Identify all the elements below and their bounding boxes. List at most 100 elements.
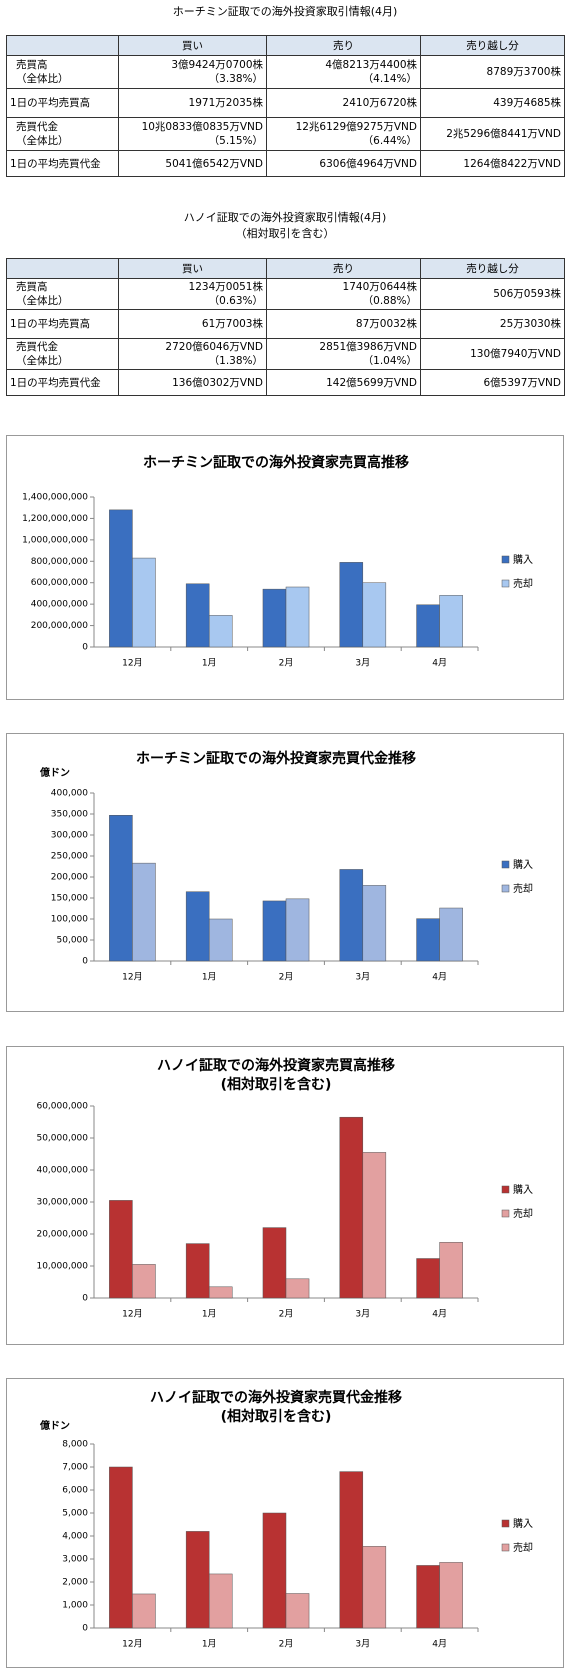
cell-line: 3億9424万0700株 (171, 59, 263, 71)
legend-swatch (501, 1185, 510, 1194)
bar (439, 595, 463, 648)
legend-label: 購入 (513, 553, 533, 566)
cell-line: （0.63%） (208, 295, 263, 307)
table-cell: 12兆6129億9275万VND （6.44%） (266, 117, 421, 151)
x-tick-label: 4月 (432, 1639, 447, 1650)
row-label: 売買高 （全体比） (6, 55, 119, 89)
bar (185, 891, 210, 962)
bar (262, 900, 287, 962)
cell-line: 4億8213万4400株 (325, 59, 417, 71)
table-cell: 1264億8422万VND (420, 150, 565, 177)
bar (132, 1264, 156, 1299)
bar (262, 588, 287, 648)
table-wrap: 買い 売り 売り越し分 売買高 （全体比） 3億9424万0700株 （3.38%） 4億82… (6, 35, 565, 177)
cell-line: 142億5699万VND (326, 376, 417, 389)
label-line: 1日の平均売買代金 (10, 157, 101, 170)
table-cell: 1740万0644株 （0.88%） (266, 278, 421, 310)
legend-label: 購入 (513, 858, 533, 871)
table-row: 1日の平均売買高 61万7003株 87万0032株 25万3030株 (6, 309, 565, 339)
chart: ハノイ証取での海外投資家売買高推移 (相対取引を含む) 0 10,000,000 20,… (6, 1046, 564, 1345)
legend-swatch (501, 555, 510, 564)
header-cell: 買い (118, 258, 267, 279)
x-tick-label: 3月 (355, 658, 370, 669)
bar (362, 582, 387, 648)
legend-swatch (501, 860, 510, 869)
legend-label: 売却 (513, 1541, 533, 1554)
y-tick-label: 0 (82, 957, 88, 967)
y-tick-label: 800,000,000 (31, 557, 89, 567)
bar (339, 562, 364, 648)
y-tick-label: 8,000 (62, 1440, 88, 1450)
y-tick-label: 400,000,000 (31, 600, 89, 610)
table-cell: 1971万2035株 (118, 88, 267, 118)
bar (109, 815, 133, 962)
bar (208, 1573, 233, 1629)
table-title: ホーチミン証取での海外投資家取引情報(4月) (6, 4, 564, 20)
header-cell (6, 258, 119, 279)
bar (416, 1258, 440, 1299)
table-row: 売買代金 （全体比） 2720億6046万VND （1.38%） 2851億3986万V… (6, 338, 565, 370)
label-line: 売買高 (16, 281, 48, 293)
table-cell: 25万3030株 (420, 309, 565, 339)
cell-line: 87万0032株 (355, 318, 417, 330)
bar (416, 604, 440, 648)
y-unit: 億ドン (39, 1419, 70, 1432)
bar (109, 1200, 133, 1299)
bar (362, 885, 387, 962)
row-label: 1日の平均売買高 (6, 309, 119, 339)
cell-line: （1.04%） (362, 355, 417, 367)
table-cell: 3億9424万0700株 （3.38%） (118, 55, 267, 89)
bar (362, 1152, 387, 1299)
x-tick-label: 2月 (279, 972, 294, 983)
y-tick-label: 5,000 (62, 1509, 88, 1519)
label-line: （全体比） (16, 73, 69, 85)
table-cell: 2851億3986万VND （1.04%） (266, 338, 421, 370)
x-tick-label: 2月 (279, 1639, 294, 1650)
bar (285, 1278, 310, 1299)
y-tick-label: 200,000 (51, 873, 88, 883)
bar (285, 898, 310, 962)
cell-line: 12兆6129億9275万VND (295, 121, 417, 133)
table-cell: 1234万0051株 （0.63%） (118, 278, 267, 310)
legend-swatch (501, 884, 510, 893)
bar (262, 1227, 287, 1299)
cell-line: 10兆0833億0835万VND (141, 121, 263, 133)
title-line: ホーチミン証取での海外投資家取引情報(4月) (172, 5, 398, 18)
label-line: 売買高 (16, 59, 48, 71)
table-cell: 6億5397万VND (420, 369, 565, 396)
y-unit: 億ドン (39, 766, 70, 779)
cell-line: 506万0593株 (493, 288, 561, 300)
cell-line: 1740万0644株 (342, 281, 417, 293)
header-cell: 売り越し分 (420, 258, 565, 279)
cell-line: 1971万2035株 (188, 97, 263, 109)
table-row: 売買代金 （全体比） 10兆0833億0835万VND （5.15%） 12兆6129億… (6, 117, 565, 151)
bar (132, 862, 156, 962)
row-label: 1日の平均売買代金 (6, 369, 119, 396)
table-cell: 506万0593株 (420, 278, 565, 310)
bar (439, 907, 463, 962)
y-tick-label: 0 (82, 1624, 88, 1634)
cell-line: （6.44%） (362, 135, 417, 147)
cell-line: 1264億8422万VND (463, 157, 561, 170)
data-table: 買い 売り 売り越し分 売買高 （全体比） 3億9424万0700株 （3.38%） 4億82… (6, 35, 565, 177)
x-tick-label: 1月 (202, 658, 217, 669)
bar (208, 1286, 233, 1299)
x-tick-label: 4月 (432, 658, 447, 669)
y-tick-label: 600,000,000 (31, 578, 89, 588)
label-line: 1日の平均売買高 (10, 318, 91, 330)
table-cell: 87万0032株 (266, 309, 421, 339)
label-line: （全体比） (16, 355, 69, 367)
x-tick-label: 2月 (279, 1309, 294, 1320)
bar (439, 1562, 463, 1629)
cell-line: 2720億6046万VND (165, 341, 263, 353)
y-tick-label: 1,000 (62, 1601, 88, 1611)
bar (208, 615, 233, 648)
x-tick-label: 12月 (122, 658, 142, 669)
data-table: 買い 売り 売り越し分 売買高 （全体比） 1234万0051株 （0.63%） 1740万0… (6, 258, 565, 396)
bar (185, 583, 210, 648)
bar (185, 1243, 210, 1299)
cell-line: 439万4685株 (493, 97, 561, 109)
table-row: 1日の平均売買高 1971万2035株 2410万6720株 439万4685株 (6, 88, 565, 118)
cell-line: 61万7003株 (201, 318, 263, 330)
y-tick-label: 0 (82, 1294, 88, 1304)
